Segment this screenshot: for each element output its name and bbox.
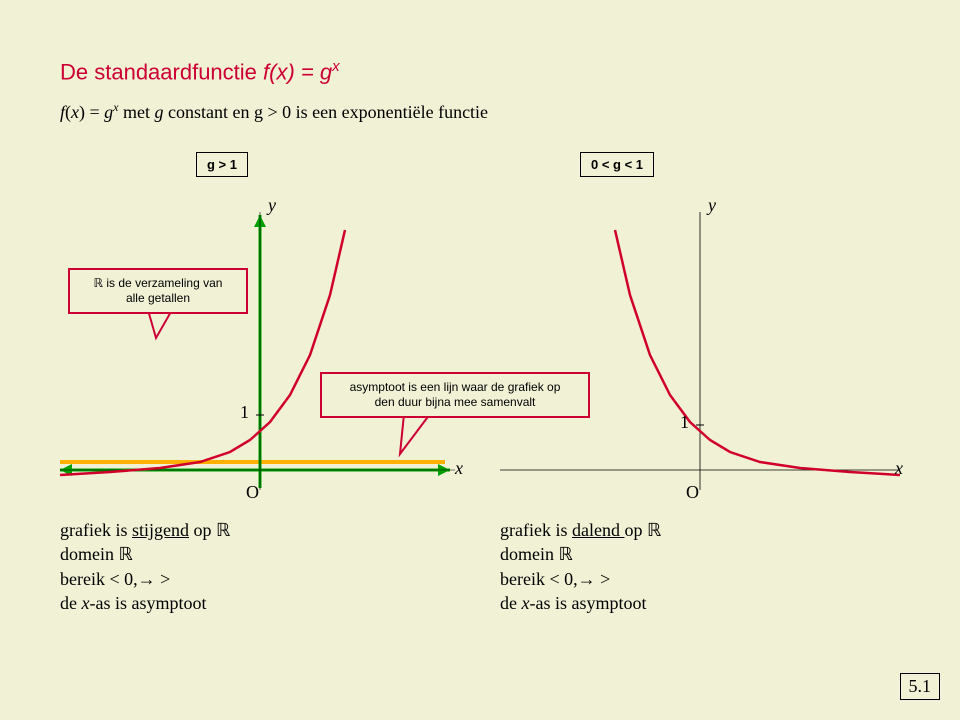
- left-desc: grafiek is stijgend op ℝ domein ℝ bereik…: [60, 518, 230, 615]
- left-line4: de x-as is asymptoot: [60, 591, 230, 615]
- subtitle: f(x) = gx met g constant en g > 0 is een…: [60, 100, 488, 123]
- title-eq: = g: [295, 59, 332, 84]
- callout-r-text: ℝ is de verzameling vanalle getallen: [94, 276, 223, 305]
- right-svg: [500, 210, 900, 500]
- left-line3: bereik < 0,→ >: [60, 567, 230, 591]
- right-line2: domein ℝ: [500, 542, 661, 566]
- left-x-label: x: [455, 458, 463, 479]
- right-line1: grafiek is dalend op ℝ: [500, 518, 661, 542]
- left-line1: grafiek is stijgend op ℝ: [60, 518, 230, 542]
- callout-asym-tail: [400, 414, 450, 464]
- left-y-label: y: [268, 195, 276, 216]
- condition-left: g > 1: [196, 152, 248, 177]
- right-line4: de x-as is asymptoot: [500, 591, 661, 615]
- right-x-label: x: [895, 458, 903, 479]
- right-plot: y x O 1: [500, 210, 900, 500]
- left-line2: domein ℝ: [60, 542, 230, 566]
- left-curve: [60, 230, 345, 475]
- right-line3: bereik < 0,→ >: [500, 567, 661, 591]
- left-one: 1: [240, 402, 249, 423]
- right-one: 1: [680, 412, 689, 433]
- title-sup: x: [332, 58, 340, 75]
- callout-asym: asymptoot is een lijn waar de grafiek op…: [320, 372, 590, 418]
- right-desc: grafiek is dalend op ℝ domein ℝ bereik <…: [500, 518, 661, 615]
- right-y-label: y: [708, 195, 716, 216]
- callout-r: ℝ is de verzameling vanalle getallen: [68, 268, 248, 314]
- right-origin: O: [686, 482, 699, 503]
- callout-r-tail: [148, 310, 188, 350]
- page-number: 5.1: [900, 673, 941, 700]
- left-origin: O: [246, 482, 259, 503]
- title-prefix: De standaardfunctie: [60, 59, 263, 84]
- condition-right: 0 < g < 1: [580, 152, 654, 177]
- callout-asym-text: asymptoot is een lijn waar de grafiek op…: [350, 380, 561, 409]
- title-x: (x): [269, 59, 295, 84]
- right-curve: [615, 230, 900, 475]
- page-title: De standaardfunctie f(x) = gx: [60, 58, 340, 85]
